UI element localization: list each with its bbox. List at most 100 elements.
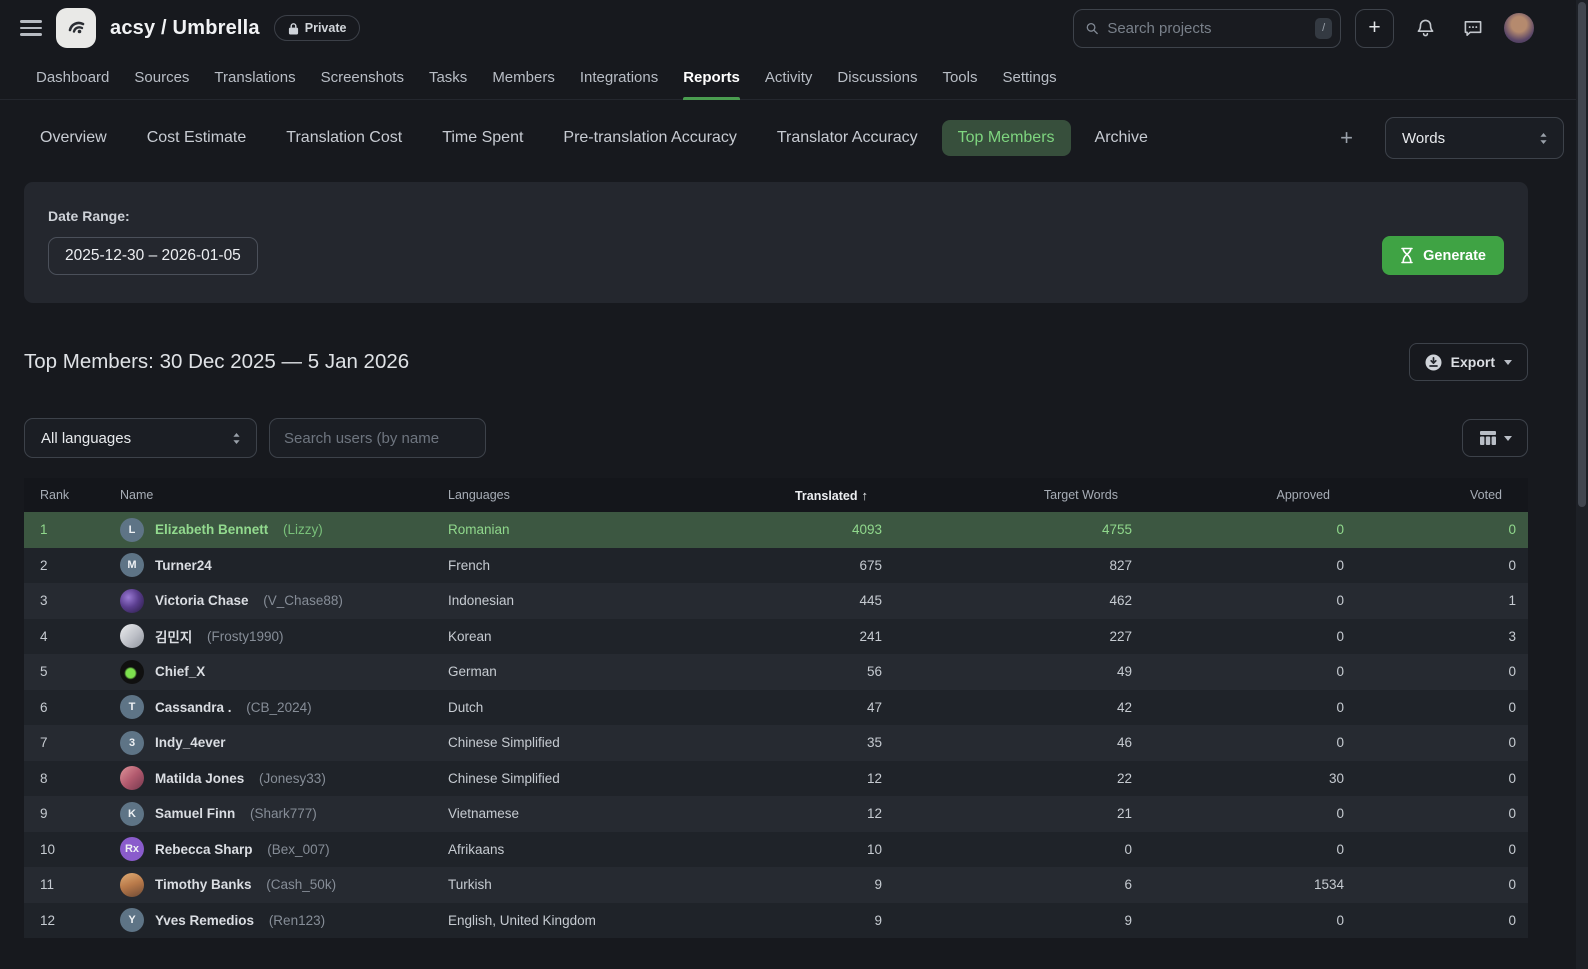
target-words-cell: 42: [1116, 699, 1132, 715]
main-nav-tab-activity[interactable]: Activity: [764, 69, 813, 86]
report-tab-time-spent[interactable]: Time Spent: [442, 129, 524, 146]
approved-cell: 0: [1336, 664, 1344, 680]
member-cell: M Turner24: [96, 553, 424, 578]
main-nav-tab-tasks[interactable]: Tasks: [428, 69, 468, 86]
table-row[interactable]: 6 T Cassandra . (CB_2024) Dutch 47 42 0 …: [24, 689, 1528, 725]
avatar: Y: [120, 908, 144, 933]
report-tab-translation-cost[interactable]: Translation Cost: [286, 129, 403, 146]
report-tab-overview[interactable]: Overview: [40, 129, 107, 146]
report-tab-cost-estimate[interactable]: Cost Estimate: [146, 129, 247, 146]
avatar: K: [120, 801, 144, 826]
member-name[interactable]: Yves Remedios: [155, 912, 255, 928]
scrollbar-thumb[interactable]: [1578, 2, 1586, 507]
main-nav-tab-reports[interactable]: Reports: [683, 56, 740, 100]
member-name[interactable]: Cassandra .: [155, 699, 232, 715]
member-name[interactable]: Rebecca Sharp: [155, 841, 253, 857]
main-nav-tab-sources[interactable]: Sources: [134, 69, 190, 86]
voted-cell: 0: [1508, 557, 1516, 573]
translated-cell: 56: [866, 664, 882, 680]
table-row[interactable]: 7 3 Indy_4ever Chinese Simplified 35 46 …: [24, 725, 1528, 761]
member-name[interactable]: Victoria Chase: [155, 593, 249, 609]
search-projects-input[interactable]: [1107, 19, 1307, 37]
main-nav-tab-discussions[interactable]: Discussions: [837, 69, 918, 86]
member-cell: Y Yves Remedios (Ren123): [96, 908, 424, 933]
table-row[interactable]: 9 K Samuel Finn (Shark777) Vietnamese 12…: [24, 796, 1528, 832]
main-nav-tab-translations[interactable]: Translations: [214, 69, 296, 86]
page-scrollbar[interactable]: [1576, 0, 1588, 969]
report-tabs-bar: Overview Cost Estimate Translation Cost Tim…: [0, 100, 1588, 176]
table-row[interactable]: 12 Y Yves Remedios (Ren123) English, Uni…: [24, 902, 1528, 938]
unit-select[interactable]: Words: [1385, 117, 1564, 159]
member-name[interactable]: 김민지: [155, 630, 193, 646]
user-avatar[interactable]: [1504, 13, 1534, 43]
target-words-cell: 49: [1116, 664, 1132, 680]
column-header-target-words[interactable]: Target Words: [1043, 488, 1118, 502]
main-nav-tab-settings[interactable]: Settings: [1002, 69, 1057, 86]
column-header-translated[interactable]: Translated ↑: [794, 487, 868, 503]
translated-cell: 12: [866, 770, 882, 786]
table-row[interactable]: 5 Chief_X German 56 49 0 0: [24, 654, 1528, 690]
member-cell: Rx Rebecca Sharp (Bex_007): [96, 837, 424, 862]
table-row[interactable]: 3 Victoria Chase (V_Chase88) Indonesian …: [24, 583, 1528, 619]
column-header-rank[interactable]: Rank: [40, 488, 70, 502]
column-header-languages[interactable]: Languages: [448, 488, 510, 502]
generate-button[interactable]: Generate: [1382, 236, 1504, 275]
member-name[interactable]: Matilda Jones: [155, 770, 245, 786]
main-nav-tab-members[interactable]: Members: [492, 69, 555, 86]
rank-cell: 8: [40, 770, 48, 786]
report-tab-pre-translation-accuracy[interactable]: Pre-translation Accuracy: [563, 129, 737, 146]
report-tab-archive[interactable]: Archive: [1094, 129, 1148, 146]
column-header-name[interactable]: Name: [120, 488, 154, 502]
report-tab-top-members[interactable]: Top Members: [941, 120, 1071, 156]
create-project-button[interactable]: +: [1355, 8, 1394, 48]
main-nav-tab-tools[interactable]: Tools: [942, 69, 978, 86]
user-search-input[interactable]: [269, 418, 486, 458]
add-report-tab-button[interactable]: +: [1340, 125, 1353, 150]
column-settings-button[interactable]: [1462, 419, 1528, 457]
table-body: 1 L Elizabeth Bennett (Lizzy) Romanian 4…: [24, 512, 1528, 938]
voted-cell: 0: [1508, 912, 1516, 928]
table-row[interactable]: 1 L Elizabeth Bennett (Lizzy) Romanian 4…: [24, 512, 1528, 548]
columns-caret-icon: [1503, 435, 1512, 441]
member-name[interactable]: Samuel Finn: [155, 806, 236, 822]
report-title: Top Members: 30 Dec 2025 — 5 Jan 2026: [24, 350, 410, 373]
target-words-cell: 462: [1109, 593, 1132, 609]
logo-icon: [68, 21, 85, 34]
voted-cell: 0: [1508, 806, 1516, 822]
member-name[interactable]: Indy_4ever: [155, 735, 226, 751]
avatar-photo: [120, 624, 144, 649]
avatar: T: [120, 695, 144, 720]
top-members-table: Rank Name Languages Translated ↑ Target Words…: [24, 478, 1528, 938]
languages-cell: Chinese Simplified: [448, 770, 560, 786]
member-cell: T Cassandra . (CB_2024): [96, 695, 424, 720]
member-name[interactable]: Elizabeth Bennett: [155, 522, 269, 538]
menu-icon[interactable]: [20, 20, 42, 36]
project-logo[interactable]: [56, 8, 96, 48]
main-nav-tab-screenshots[interactable]: Screenshots: [320, 69, 404, 86]
notifications-bell-icon[interactable]: [1412, 15, 1438, 41]
table-row[interactable]: 10 Rx Rebecca Sharp (Bex_007) Afrikaans …: [24, 831, 1528, 867]
date-range-label: Date Range:: [48, 208, 130, 224]
target-words-cell: 46: [1116, 735, 1132, 751]
member-name[interactable]: Timothy Banks: [155, 877, 252, 893]
search-projects-box[interactable]: /: [1073, 8, 1341, 48]
table-row[interactable]: 4 김민지 (Frosty1990) Korean 241 227 0 3: [24, 618, 1528, 654]
column-header-voted[interactable]: Voted: [1470, 488, 1502, 502]
table-row[interactable]: 11 Timothy Banks (Cash_50k) Turkish 9 6 …: [24, 867, 1528, 903]
main-nav-tab-integrations[interactable]: Integrations: [579, 69, 659, 86]
member-username: (V_Chase88): [259, 593, 343, 609]
main-nav-tab-dashboard[interactable]: Dashboard: [36, 69, 110, 86]
export-button[interactable]: Export: [1408, 343, 1528, 381]
approved-cell: 0: [1336, 557, 1344, 573]
language-filter-select[interactable]: All languages: [24, 418, 257, 458]
date-range-input[interactable]: 2025-12-30 – 2026-01-05: [48, 237, 258, 275]
table-row[interactable]: 2 M Turner24 French 675 827 0 0: [24, 547, 1528, 583]
member-name[interactable]: Turner24: [155, 557, 212, 573]
report-tab-translator-accuracy[interactable]: Translator Accuracy: [776, 129, 918, 146]
messages-chat-icon[interactable]: [1460, 15, 1486, 41]
member-name[interactable]: Chief_X: [155, 664, 206, 680]
column-header-approved[interactable]: Approved: [1276, 488, 1330, 502]
table-row[interactable]: 8 Matilda Jones (Jonesy33) Chinese Simpl…: [24, 760, 1528, 796]
languages-cell: German: [448, 664, 497, 680]
avatar: L: [120, 517, 144, 542]
